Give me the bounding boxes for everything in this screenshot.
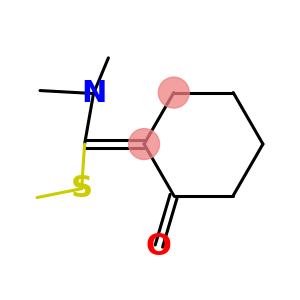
Text: S: S — [70, 174, 93, 203]
Circle shape — [129, 129, 160, 160]
Text: N: N — [81, 79, 106, 108]
Text: O: O — [146, 232, 172, 261]
Circle shape — [158, 77, 189, 108]
